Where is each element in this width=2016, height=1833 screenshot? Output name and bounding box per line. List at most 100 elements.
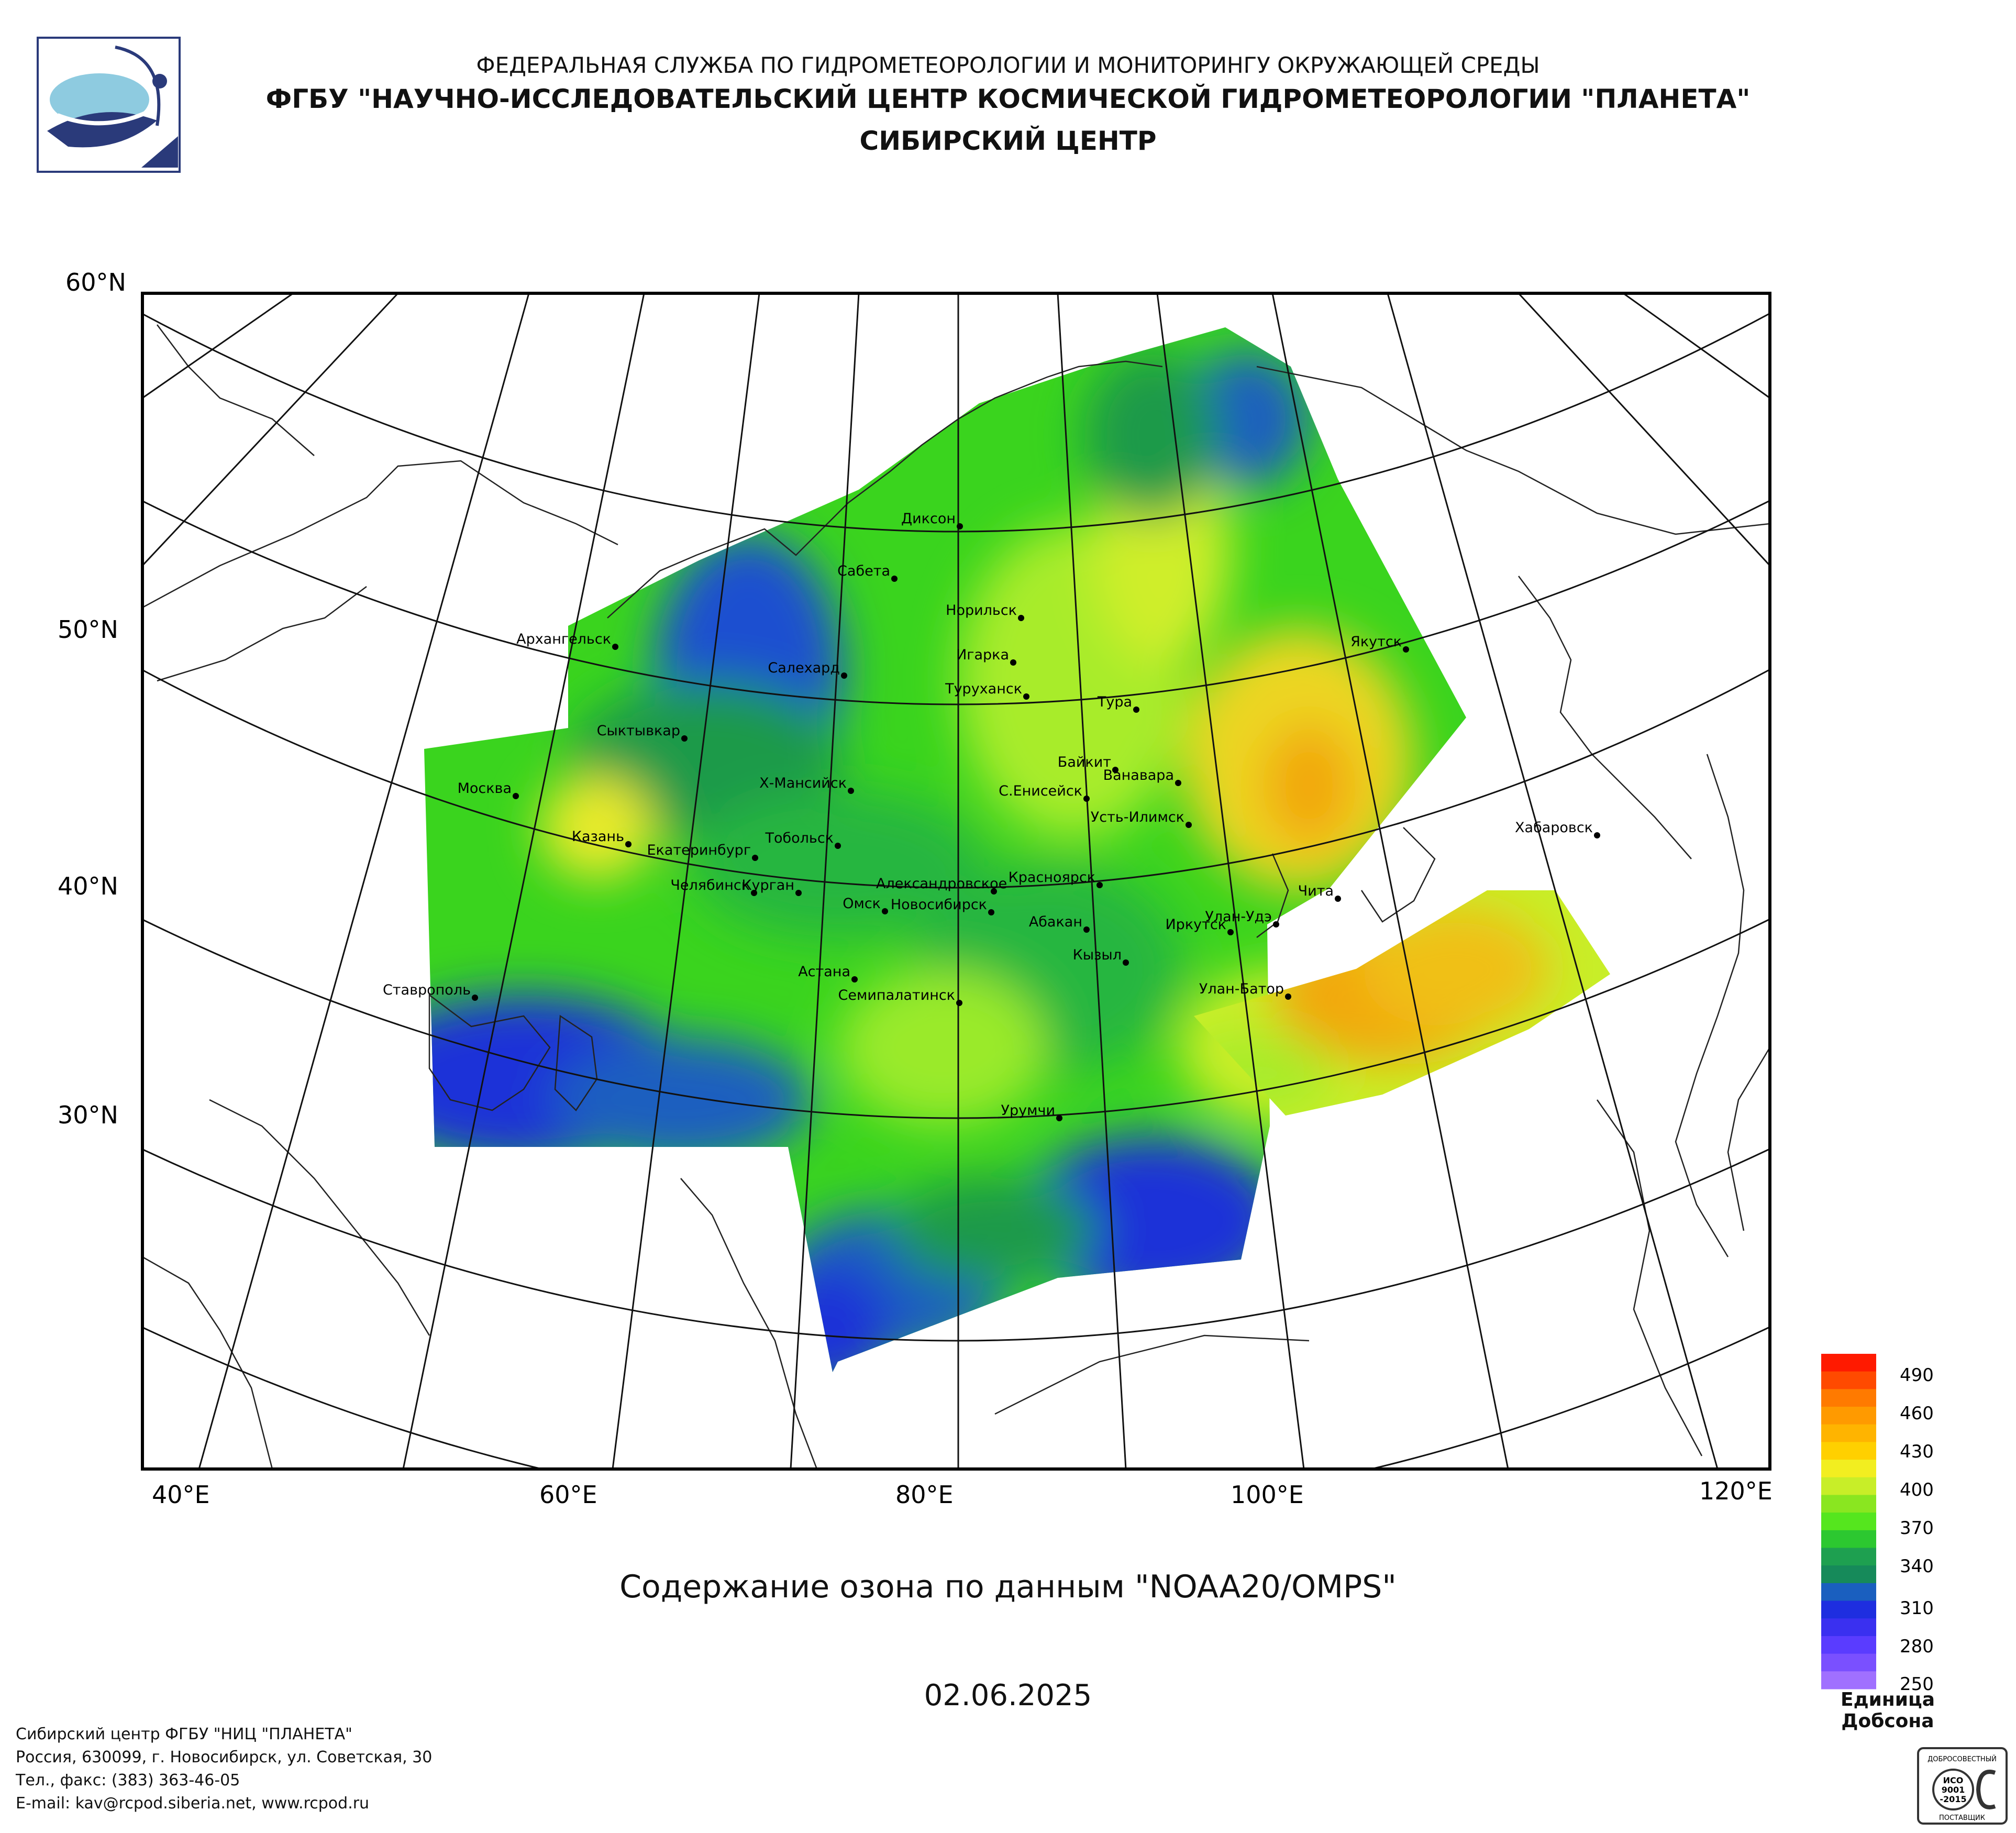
iso-top-text: ДОБРОСОВЕСТНЫЙ xyxy=(1928,1755,1997,1763)
legend-swatch xyxy=(1821,1565,1876,1584)
iso-text: -2015 xyxy=(1940,1794,1966,1804)
legend-swatch xyxy=(1821,1477,1876,1495)
city-dot xyxy=(1594,832,1600,838)
city-label: Курган xyxy=(741,877,794,893)
footer-phone: Тел., факс: (383) 363-46-05 xyxy=(16,1771,240,1790)
legend-swatch xyxy=(1821,1424,1876,1442)
contact-footer: Сибирский центр ФГБУ "НИЦ "ПЛАНЕТА" Росс… xyxy=(16,1723,432,1815)
city-label: Красноярск xyxy=(1009,869,1095,886)
iso-bottom-text: ПОСТАВЩИК xyxy=(1939,1814,1985,1822)
legend-swatch xyxy=(1821,1548,1876,1566)
lon-label: 100°E xyxy=(1231,1481,1304,1509)
legend-swatch xyxy=(1821,1653,1876,1672)
lon-label: 120°E xyxy=(1699,1477,1773,1505)
city-dot xyxy=(1285,993,1291,1000)
city-label: Тобольск xyxy=(765,830,834,846)
city-label: Ставрополь xyxy=(383,982,471,998)
city-label: Екатеринбург xyxy=(647,842,751,858)
legend-swatch xyxy=(1821,1671,1876,1690)
legend-swatch xyxy=(1821,1495,1876,1513)
lat-label: 50°N xyxy=(58,615,118,644)
city-label: Сыктывкар xyxy=(597,723,680,739)
legend-swatch xyxy=(1821,1442,1876,1460)
city-dot xyxy=(1133,706,1139,713)
iso-text: ИСО xyxy=(1943,1775,1964,1785)
legend-unit: Единица Добсона xyxy=(1841,1689,1935,1732)
footer-email: E-mail: kav@rcpod.siberia.net, www.rcpod… xyxy=(16,1794,370,1813)
iso-ring-icon xyxy=(1932,1769,1974,1810)
map-caption: Содержание озона по данным "NOAA20/OMPS" xyxy=(619,1569,1397,1605)
city-label: Ванавара xyxy=(1103,767,1174,783)
iso-text: 9001 xyxy=(1942,1785,1965,1795)
city-dot xyxy=(1096,882,1103,888)
city-dot xyxy=(1083,796,1090,802)
lon-label: 80°E xyxy=(895,1481,954,1509)
legend-tick-label: 340 xyxy=(1900,1556,1934,1577)
city-dot xyxy=(795,890,802,896)
planeta-logo xyxy=(37,37,181,173)
graticule xyxy=(142,293,1770,1469)
city-dot xyxy=(751,890,757,896)
legend-tick-label: 310 xyxy=(1900,1598,1934,1619)
city-label: Байкит xyxy=(1058,754,1111,770)
city-dot xyxy=(848,788,854,794)
legend-swatch xyxy=(1821,1371,1876,1389)
city-dot xyxy=(882,908,888,914)
lat-label: 30°N xyxy=(58,1101,118,1129)
city-dot xyxy=(1186,822,1192,828)
city-label: Улан-Удэ xyxy=(1205,909,1272,925)
iso-badge: ДОБРОСОВЕСТНЫЙ ИСО 9001 -2015 ПОСТАВЩИК xyxy=(1917,1747,2008,1825)
legend-swatch xyxy=(1821,1354,1876,1372)
city-label: Игарка xyxy=(956,647,1009,663)
legend-swatch xyxy=(1821,1618,1876,1637)
ozone-legend: 490 460 430 400 370 340 310 280 250 xyxy=(1821,1354,1934,1695)
city-label: Урумчи xyxy=(1001,1102,1055,1119)
city-dot xyxy=(835,843,841,849)
city-dot xyxy=(1123,959,1129,966)
city-dot xyxy=(1112,767,1118,773)
legend-swatch xyxy=(1821,1407,1876,1425)
city-dot xyxy=(625,841,632,847)
city-dot xyxy=(1023,693,1029,700)
city-label: Архангельск xyxy=(516,631,611,647)
city-dot xyxy=(472,995,478,1001)
city-dot xyxy=(1273,921,1279,927)
city-dot xyxy=(841,672,847,679)
city-dot xyxy=(513,793,519,799)
city-label: Абакан xyxy=(1029,914,1082,930)
legend-swatch xyxy=(1821,1583,1876,1602)
city-dot xyxy=(1175,780,1181,786)
city-dot xyxy=(1227,929,1234,935)
city-label: Тура xyxy=(1097,694,1132,710)
city-label: Диксон xyxy=(901,511,956,527)
legend-swatch xyxy=(1821,1530,1876,1549)
city-label: С.Енисейск xyxy=(999,783,1082,799)
map-frame xyxy=(141,292,1771,1471)
legend-tick-label: 250 xyxy=(1900,1674,1934,1695)
city-dot xyxy=(1056,1115,1062,1121)
legend-tick-label: 430 xyxy=(1900,1441,1934,1462)
city-dot xyxy=(612,644,618,650)
legend-tick-label: 400 xyxy=(1900,1479,1934,1500)
city-markers: Диксон Сабета Норильск Игарка Салехард Туруха… xyxy=(383,511,1600,1121)
lon-label: 60°E xyxy=(539,1481,597,1509)
city-label: Усть-Илимск xyxy=(1091,809,1184,825)
city-label: Астана xyxy=(798,964,850,980)
footer-address: Россия, 630099, г. Новосибирск, ул. Сове… xyxy=(16,1748,433,1766)
branch-title: СИБИРСКИЙ ЦЕНТР xyxy=(859,126,1157,156)
lon-label: 40°E xyxy=(152,1481,210,1509)
footer-org: Сибирский центр ФГБУ "НИЦ "ПЛАНЕТА" xyxy=(16,1725,352,1743)
legend-tick-label: 460 xyxy=(1900,1403,1934,1424)
ozone-swath-west xyxy=(424,327,1466,1372)
lat-label: 40°N xyxy=(58,872,118,900)
city-dot xyxy=(1018,615,1024,621)
legend-tick-label: 370 xyxy=(1900,1518,1934,1539)
city-label: Хабаровск xyxy=(1515,820,1593,836)
city-label: Александровское xyxy=(876,876,1007,892)
city-dot xyxy=(851,976,858,982)
city-label: Туруханск xyxy=(945,681,1022,697)
city-label: Казань xyxy=(572,829,624,845)
city-label: Норильск xyxy=(946,602,1017,619)
city-label: Х-Мансийск xyxy=(759,775,847,791)
